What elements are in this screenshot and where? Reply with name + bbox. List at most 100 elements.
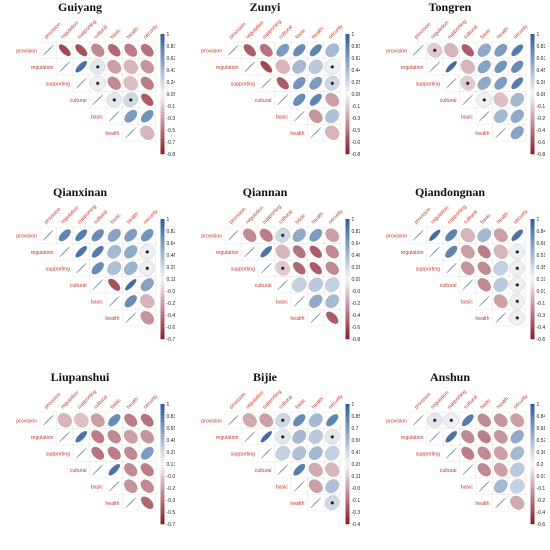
correlation-ellipse bbox=[510, 413, 525, 428]
correlation-ellipse bbox=[511, 229, 524, 242]
correlation-ellipse bbox=[107, 43, 121, 57]
colorbar-segment bbox=[160, 121, 165, 125]
colorbar-segment bbox=[530, 142, 535, 146]
correlation-ellipse bbox=[139, 260, 155, 276]
correlation-ellipse bbox=[509, 244, 525, 260]
colorbar-tick-label: -0.43 bbox=[167, 313, 176, 319]
correlation-ellipse bbox=[125, 127, 137, 139]
colorbar-segment bbox=[160, 419, 165, 423]
colorbar-tick-label: 0.09 bbox=[352, 277, 361, 283]
colorbar-segment bbox=[530, 82, 535, 86]
colorbar-segment bbox=[345, 479, 350, 483]
colorbar-segment bbox=[160, 288, 165, 292]
colorbar-tick-label: 0.11 bbox=[352, 474, 361, 480]
colorbar-segment bbox=[160, 312, 165, 316]
colorbar-segment bbox=[160, 67, 165, 71]
colorbar-segment bbox=[345, 413, 350, 417]
colorbar-segment bbox=[160, 282, 165, 286]
correlation-ellipse bbox=[445, 430, 458, 443]
colorbar-tick-label: 1 bbox=[167, 32, 170, 38]
colorbar-tick-label: -0.1 bbox=[537, 104, 546, 110]
colorbar-segment bbox=[345, 106, 350, 110]
colorbar-segment bbox=[530, 225, 535, 229]
colorbar-segment bbox=[345, 407, 350, 411]
correlation-ellipse bbox=[260, 447, 272, 459]
colorbar-segment bbox=[530, 488, 535, 492]
colorbar-segment bbox=[530, 410, 535, 414]
colorbar-tick-label: -0.33 bbox=[352, 510, 361, 516]
correlation-ellipse bbox=[108, 414, 121, 427]
colorbar-segment bbox=[160, 321, 165, 325]
row-label: cultural bbox=[70, 283, 87, 289]
colorbar-segment bbox=[530, 413, 535, 417]
colorbar-segment bbox=[530, 43, 535, 47]
colorbar-segment bbox=[160, 109, 165, 113]
correlation-ellipse bbox=[106, 92, 122, 108]
colorbar-segment bbox=[530, 315, 535, 319]
correlation-ellipse bbox=[325, 109, 340, 124]
correlation-ellipse bbox=[493, 92, 508, 107]
colorbar-tick-label: 0.11 bbox=[167, 277, 176, 283]
colorbar-tick-label: -0.14 bbox=[537, 301, 546, 307]
colorbar-segment bbox=[530, 100, 535, 104]
correlation-ellipse bbox=[140, 446, 154, 460]
colorbar-segment bbox=[345, 273, 350, 277]
colorbar-tick-label: 0.48 bbox=[167, 438, 176, 444]
colorbar-segment bbox=[160, 503, 165, 507]
colorbar-segment bbox=[345, 503, 350, 507]
colorbar-tick-label: 0.82 bbox=[167, 229, 176, 235]
row-label: cultural bbox=[255, 468, 272, 474]
colorbar-segment bbox=[530, 112, 535, 116]
colorbar-segment bbox=[160, 410, 165, 414]
colorbar-segment bbox=[345, 252, 350, 256]
colorbar-segment bbox=[345, 461, 350, 465]
correlation-ellipse bbox=[124, 446, 138, 460]
colorbar-segment bbox=[530, 440, 535, 444]
correlation-ellipse bbox=[325, 43, 340, 58]
colorbar-segment bbox=[345, 228, 350, 232]
correlation-ellipse bbox=[90, 413, 105, 428]
corrplot-panel: Tongren provision regulation supporting cult… bbox=[370, 0, 545, 180]
colorbar-segment bbox=[530, 303, 535, 307]
correlation-ellipse bbox=[42, 44, 54, 56]
colorbar-tick-label: 0.82 bbox=[352, 229, 361, 235]
colorbar-tick-label: -0.07 bbox=[167, 289, 176, 295]
colorbar-tick-label: 0.63 bbox=[537, 56, 546, 62]
colorbar-segment bbox=[530, 91, 535, 95]
colorbar-segment bbox=[530, 52, 535, 56]
colorbar-segment bbox=[160, 509, 165, 513]
colorbar-segment bbox=[160, 231, 165, 235]
colorbar-segment bbox=[345, 240, 350, 244]
colorbar-segment bbox=[345, 243, 350, 247]
correlation-ellipse bbox=[140, 429, 155, 444]
colorbar-segment bbox=[160, 148, 165, 152]
correlation-ellipse bbox=[292, 261, 306, 275]
correlation-ellipse bbox=[326, 414, 339, 427]
colorbar-segment bbox=[345, 40, 350, 44]
correlation-ellipse bbox=[477, 446, 491, 460]
significance-marker-icon: ✱ bbox=[96, 81, 101, 86]
correlation-ellipse bbox=[461, 446, 475, 460]
colorbar-segment bbox=[345, 333, 350, 337]
colorbar-segment bbox=[345, 428, 350, 432]
colorbar-segment bbox=[160, 79, 165, 83]
colorbar-tick-label: 0.03 bbox=[537, 289, 546, 295]
colorbar-segment bbox=[345, 97, 350, 101]
row-label: cultural bbox=[70, 468, 87, 474]
colorbar-segment bbox=[345, 270, 350, 274]
row-label: cultural bbox=[255, 283, 272, 289]
colorbar-segment bbox=[160, 100, 165, 104]
correlation-ellipse bbox=[123, 76, 138, 91]
correlation-ellipse bbox=[108, 480, 120, 492]
correlation-ellipse bbox=[460, 75, 476, 91]
colorbar-tick-label: 1 bbox=[537, 402, 540, 408]
correlation-ellipse bbox=[123, 92, 139, 108]
colorbar-tick-label: 0.81 bbox=[167, 44, 176, 50]
correlation-ellipse bbox=[462, 279, 474, 291]
colorbar-segment bbox=[530, 282, 535, 286]
colorbar-segment bbox=[160, 458, 165, 462]
colorbar-tick-label: -0.46 bbox=[537, 325, 546, 331]
colorbar-segment bbox=[160, 297, 165, 301]
